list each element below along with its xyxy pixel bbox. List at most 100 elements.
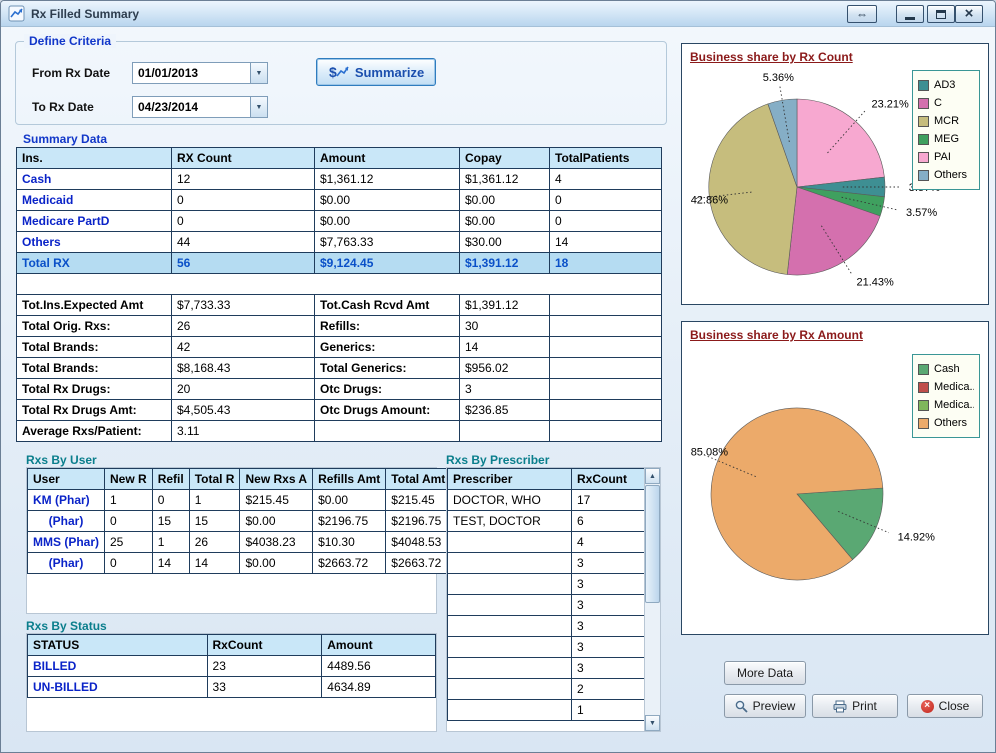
rx-amount-pie: 14.92% 85.08%	[691, 407, 935, 581]
summarize-button[interactable]: $ Summarize	[316, 58, 436, 86]
to-rx-date-label: To Rx Date	[32, 100, 94, 114]
table-row[interactable]: 3	[447, 552, 645, 574]
window-close-button[interactable]	[955, 5, 983, 23]
table-row[interactable]: 3	[447, 594, 645, 616]
legend-swatch-icon	[918, 399, 929, 411]
cell: 4634.89	[321, 676, 436, 698]
cell	[549, 294, 662, 316]
table-row[interactable]: Cash 12 $1,361.12 $1,361.12 4	[16, 168, 662, 190]
legend-item: Medica...	[917, 378, 975, 396]
table-row[interactable]: UN-BILLED 33 4634.89	[27, 676, 436, 698]
table-row[interactable]: Total Rx Drugs Amt: $4,505.43 Otc Drugs Am…	[16, 399, 662, 421]
cell: KM (Phar)	[27, 489, 105, 511]
cell: $1,361.12	[314, 168, 460, 190]
cell: MMS (Phar)	[27, 531, 105, 553]
column-header: RxCount	[206, 634, 323, 656]
cell: 30	[459, 315, 550, 337]
cell: Refills:	[314, 315, 460, 337]
define-criteria-title: Define Criteria	[24, 34, 117, 48]
table-row[interactable]: Others 44 $7,763.33 $30.00 14	[16, 231, 662, 253]
table-row[interactable]	[16, 273, 662, 295]
table-row[interactable]: DOCTOR, WHO 17	[447, 489, 645, 511]
pie-label: 3.57%	[906, 207, 937, 219]
rx-count-chart-title: Business share by Rx Count	[690, 50, 853, 64]
legend-label: Others	[934, 169, 968, 181]
table-row[interactable]: 3	[447, 657, 645, 679]
table-row[interactable]: KM (Phar) 1 0 1 $215.45 $0.00 $215.45	[27, 489, 452, 511]
table-row[interactable]: Total RX 56 $9,124.45 $1,391.12 18	[16, 252, 662, 274]
cell: BILLED	[27, 655, 208, 677]
cell: 3	[571, 573, 645, 595]
legend-swatch-icon	[918, 381, 929, 393]
cell: $0.00	[459, 210, 550, 232]
table-row[interactable]: MMS (Phar) 25 1 26 $4038.23 $10.30 $4048.53	[27, 531, 452, 553]
table-row[interactable]: Total Rx Drugs: 20 Otc Drugs: 3	[16, 378, 662, 400]
cell: 3	[571, 636, 645, 658]
column-header: Copay	[459, 147, 550, 169]
maximize-button[interactable]	[927, 5, 955, 23]
column-header: Refil	[151, 468, 190, 490]
data-grid: STATUS RxCount Amount BILLED 23 4489.56 UN-BIL…	[27, 634, 436, 698]
table-row[interactable]: TEST, DOCTOR 6	[447, 510, 645, 532]
table-row[interactable]: 2	[447, 678, 645, 700]
table-row[interactable]: Total Brands: $8,168.43 Total Generics: $95…	[16, 357, 662, 379]
cell	[447, 594, 572, 616]
scrollbar-thumb[interactable]	[645, 485, 660, 603]
table-row[interactable]: 4	[447, 531, 645, 553]
preview-button[interactable]: Preview	[724, 694, 806, 718]
prescriber-scrollbar[interactable]	[644, 468, 660, 731]
cell: 3.11	[171, 420, 315, 442]
table-row[interactable]: 3	[447, 615, 645, 637]
cell: $0.00	[239, 552, 314, 574]
close-button[interactable]: Close	[907, 694, 983, 718]
table-row[interactable]: Average Rxs/Patient: 3.11	[16, 420, 662, 442]
cell: Tot.Cash Rcvd Amt	[314, 294, 460, 316]
table-row[interactable]: (Phar) 0 14 14 $0.00 $2663.72 $2663.72	[27, 552, 452, 574]
cell: 0	[171, 189, 315, 211]
scrollbar-up-icon[interactable]	[645, 468, 660, 484]
table-row[interactable]: BILLED 23 4489.56	[27, 655, 436, 677]
scrollbar-down-icon[interactable]	[645, 715, 660, 731]
cell: Others	[16, 231, 172, 253]
table-row[interactable]: Total Brands: 42 Generics: 14	[16, 336, 662, 358]
more-data-button[interactable]: More Data	[724, 661, 806, 685]
swap-window-button[interactable]	[847, 5, 877, 23]
cell: 0	[171, 210, 315, 232]
cell: 1	[104, 489, 153, 511]
cell: $0.00	[314, 210, 460, 232]
table-row[interactable]: 1	[447, 699, 645, 721]
to-rx-date-combo[interactable]: 04/23/2014	[132, 96, 268, 118]
cell: $10.30	[312, 531, 387, 553]
cell: 3	[571, 594, 645, 616]
cell: $1,361.12	[459, 168, 550, 190]
chevron-down-icon[interactable]	[250, 97, 267, 117]
column-header: New R	[104, 468, 153, 490]
cell	[549, 399, 662, 421]
table-row[interactable]: Medicaid 0 $0.00 $0.00 0	[16, 189, 662, 211]
table-row[interactable]: Tot.Ins.Expected Amt $7,733.33 Tot.Cash Rc…	[16, 294, 662, 316]
chevron-down-icon[interactable]	[250, 63, 267, 83]
table-row[interactable]: 3	[447, 636, 645, 658]
from-rx-date-combo[interactable]: 01/01/2013	[132, 62, 268, 84]
table-row[interactable]: Total Orig. Rxs: 26 Refills: 30	[16, 315, 662, 337]
header-row: Prescriber RxCount	[447, 468, 645, 490]
cell: $2196.75	[312, 510, 387, 532]
more-data-label: More Data	[736, 666, 794, 680]
cell: $215.45	[385, 489, 452, 511]
minimize-button[interactable]	[896, 5, 924, 23]
column-header: RxCount	[571, 468, 645, 490]
cell	[447, 615, 572, 637]
print-label: Print	[852, 699, 877, 713]
pie-leader-line	[827, 110, 866, 154]
cell: 17	[571, 489, 645, 511]
cell: Total Rx Drugs:	[16, 378, 172, 400]
cell: $2663.72	[385, 552, 452, 574]
table-row[interactable]: Medicare PartD 0 $0.00 $0.00 0	[16, 210, 662, 232]
cell	[549, 378, 662, 400]
data-grid: Prescriber RxCount DOCTOR, WHO 17 TEST, DOCT…	[447, 468, 645, 721]
cell: $0.00	[239, 510, 314, 532]
table-row[interactable]: 3	[447, 573, 645, 595]
table-row[interactable]: (Phar) 0 15 15 $0.00 $2196.75 $2196.75	[27, 510, 452, 532]
cell: 2	[571, 678, 645, 700]
print-button[interactable]: Print	[812, 694, 898, 718]
